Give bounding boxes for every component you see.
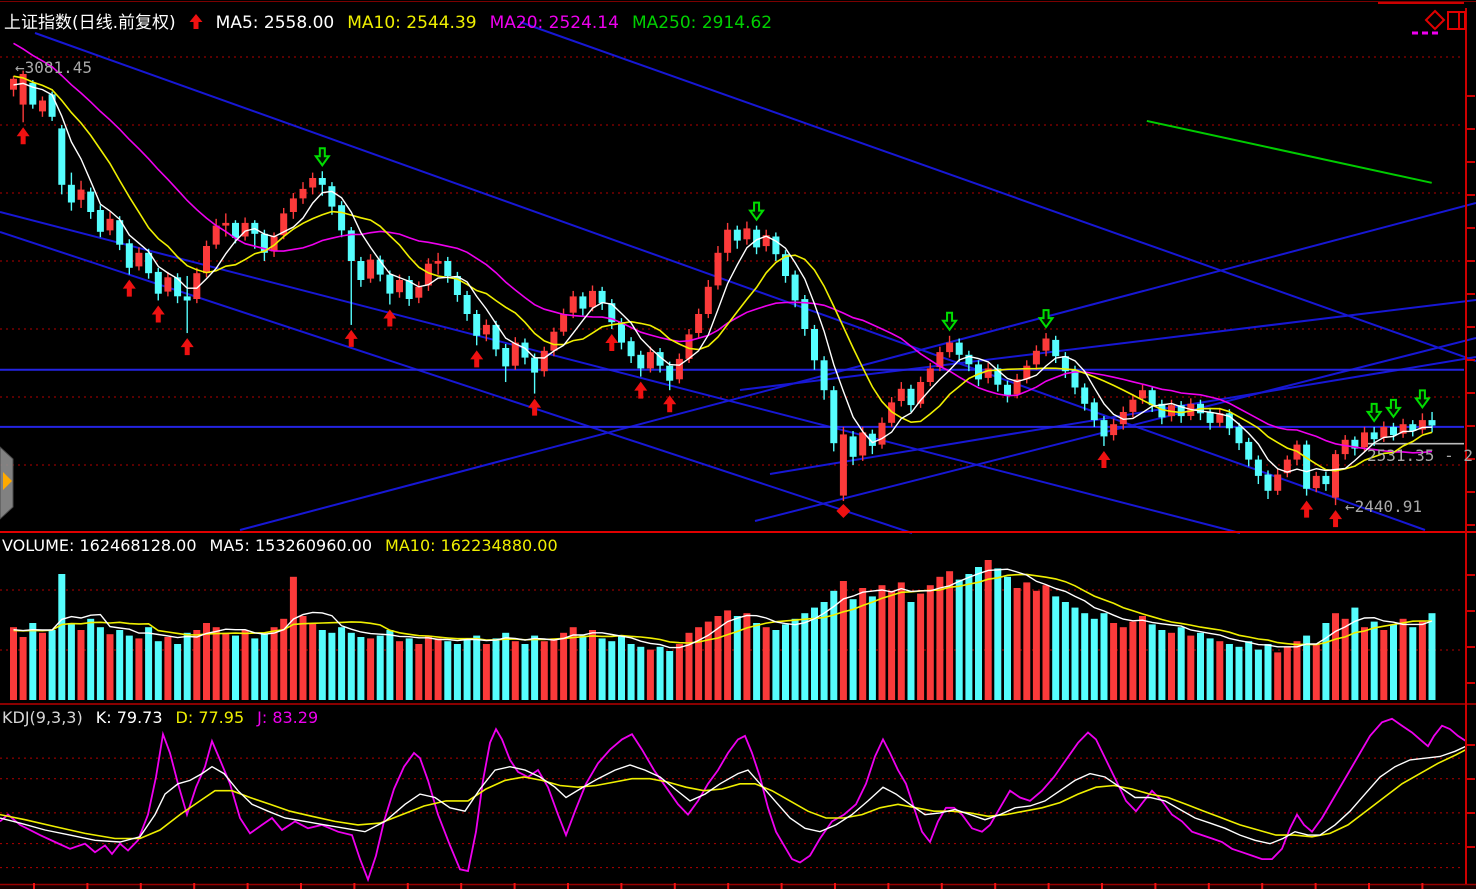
bottom-diamond-signal — [836, 504, 851, 519]
main-gridlines — [0, 56, 1464, 466]
kdj-d-polyline — [0, 748, 1467, 840]
ma5-value: MA5: 2558.00 — [215, 13, 335, 33]
kdj-panel-header: KDJ(9,3,3) K: 79.73 D: 77.95 J: 83.29 — [2, 708, 331, 727]
kdj-gridlines — [0, 757, 1464, 869]
up-arrow-icon — [189, 14, 203, 35]
ma250-value: MA250: 2914.62 — [631, 13, 773, 33]
diamond-tool-icon[interactable] — [1424, 9, 1446, 31]
volume-bars — [10, 560, 1436, 700]
measure-range-label: 2531.35 - 2 — [1367, 446, 1473, 465]
ma5-polyline — [13, 82, 1433, 473]
ma250-line — [1146, 119, 1432, 184]
volume-ma10-polyline — [13, 573, 1432, 646]
volume-panel-header: VOLUME: 162468128.00 MA5: 153260960.00 MA1… — [2, 536, 571, 555]
low-price-label: ←2440.91 — [1345, 497, 1423, 516]
instrument-title: 上证指数(日线.前复权) — [4, 13, 176, 33]
price-axis-border[interactable] — [1465, 8, 1475, 884]
volume-ma5-value: MA5: 153260960.00 — [209, 536, 373, 555]
sell-signal-arrows — [313, 147, 1431, 423]
volume-ma5-polyline — [13, 568, 1433, 649]
kdj-j-value: J: 83.29 — [257, 708, 319, 727]
high-price-label: ←3081.45 — [15, 58, 93, 77]
main-chart-header: 上证指数(日线.前复权) MA5: 2558.00 MA10: 2544.39 MA2… — [4, 8, 785, 35]
split-window-icon[interactable] — [1447, 11, 1466, 30]
kdj-j-polyline — [0, 717, 1467, 883]
kdj-d-value: D: 77.95 — [175, 708, 245, 727]
sidebar-expand-tab[interactable] — [0, 446, 14, 520]
ma10-value: MA10: 2544.39 — [347, 13, 477, 33]
ma20-value: MA20: 2524.14 — [489, 13, 619, 33]
volume-ma10-value: MA10: 162234880.00 — [385, 536, 558, 555]
kdj-k-polyline — [0, 745, 1467, 845]
expand-arrow-icon — [3, 472, 12, 490]
buy-signal-arrows — [16, 127, 1343, 528]
kdj-k-value: K: 79.73 — [95, 708, 163, 727]
kdj-indicator-name: KDJ(9,3,3) — [2, 708, 83, 727]
trendlines[interactable] — [0, 21, 1476, 534]
candlestick-series — [10, 70, 1436, 506]
time-axis[interactable] — [0, 883, 1476, 889]
ma20-polyline — [13, 42, 1433, 454]
magenta-dots-indicator — [1412, 31, 1438, 35]
volume-value: VOLUME: 162468128.00 — [2, 536, 197, 555]
support-lines[interactable] — [0, 368, 1464, 428]
panel-separators — [0, 1, 1476, 705]
